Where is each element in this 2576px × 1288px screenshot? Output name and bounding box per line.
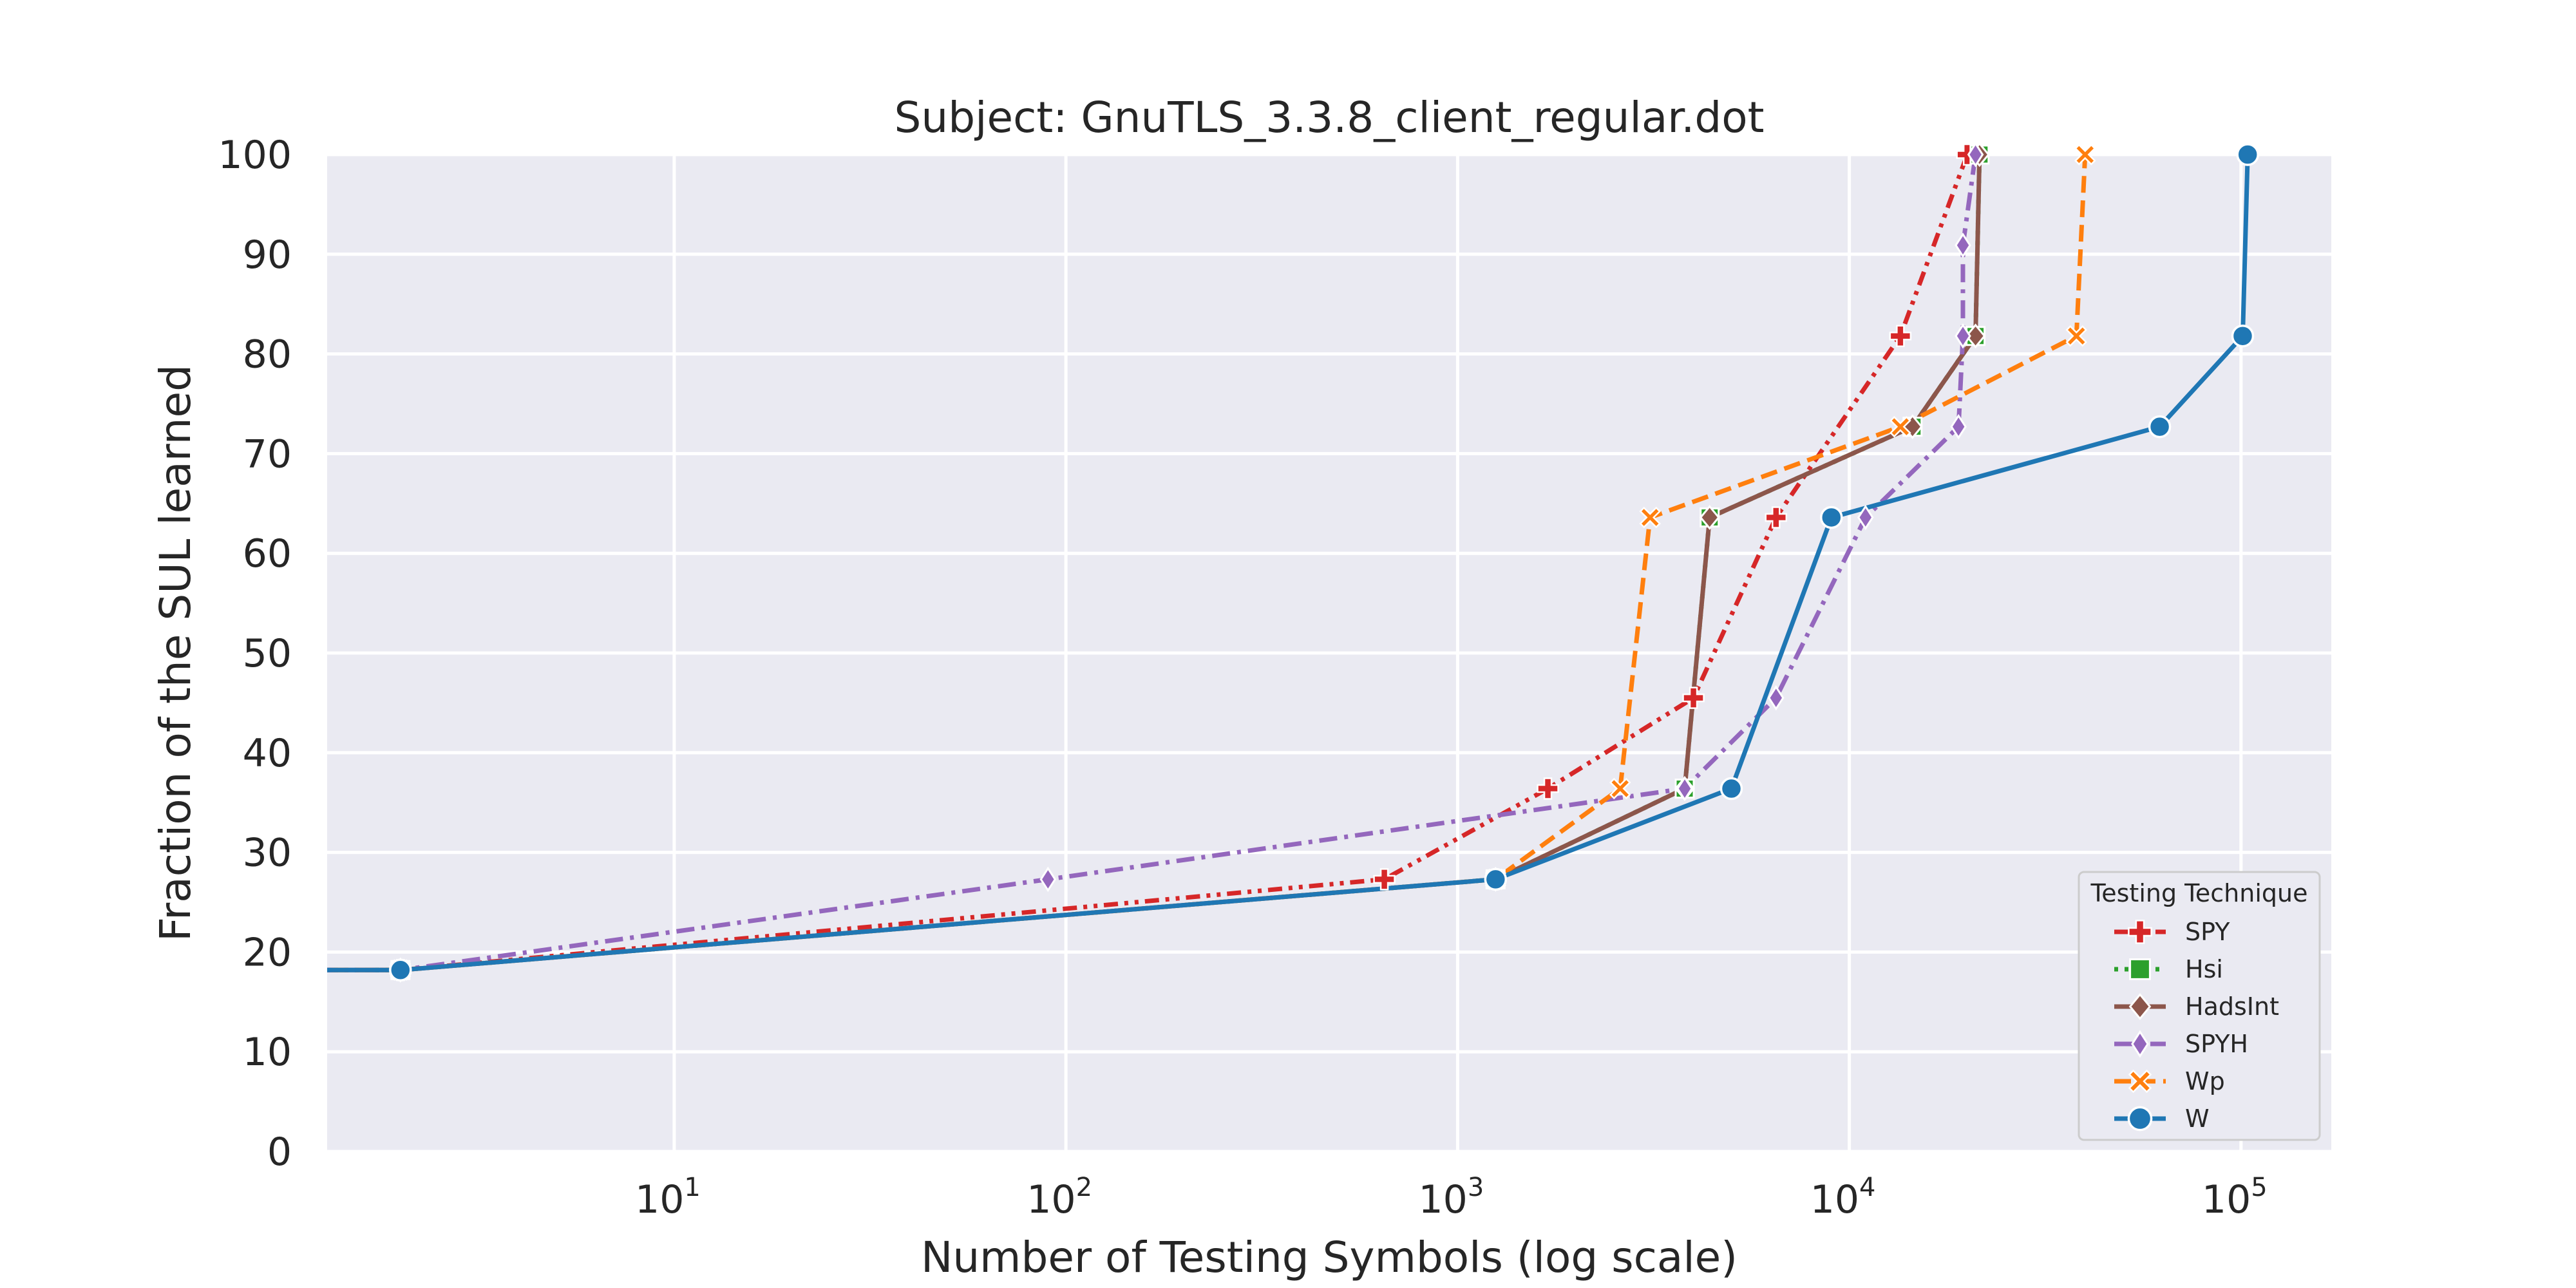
legend-item-hadsint: HadsInt <box>2114 992 2279 1021</box>
data-point-wp <box>1609 777 1631 800</box>
data-point-w <box>2236 143 2259 166</box>
data-point-spy <box>1537 777 1559 800</box>
legend-marker <box>2129 958 2151 980</box>
data-point-hadsint <box>1965 323 1986 349</box>
data-point-wp <box>2065 325 2088 347</box>
legend-title: Testing Technique <box>2090 879 2307 907</box>
legend-marker <box>2128 992 2152 1021</box>
y-tick-label: 50 <box>243 631 292 676</box>
data-point-spy <box>1765 506 1788 529</box>
x-axis-ticks: 101 102 103 104 105 <box>635 1173 2268 1222</box>
data-point-w <box>1484 867 1508 891</box>
data-point-spyh <box>1955 323 1971 349</box>
y-tick-label: 40 <box>243 731 292 776</box>
legend-marker <box>2128 920 2152 944</box>
data-point-w <box>389 958 412 982</box>
y-tick-label: 20 <box>243 930 292 975</box>
y-tick-label: 0 <box>267 1130 292 1175</box>
legend-label: Hsi <box>2185 955 2223 983</box>
data-point-w <box>2231 324 2255 348</box>
x-tick-label: 105 <box>2202 1173 2268 1222</box>
legend-label: SPYH <box>2185 1030 2248 1058</box>
data-point-spyh <box>1676 775 1693 802</box>
y-axis-label: Fraction of the SUL learned <box>151 365 200 942</box>
legend-label: SPY <box>2185 918 2230 946</box>
y-tick-label: 70 <box>243 431 292 477</box>
legend-item-spy: SPY <box>2114 918 2230 946</box>
data-point-spyh <box>1039 866 1057 893</box>
x-axis-label: Number of Testing Symbols (log scale) <box>921 1233 1738 1282</box>
data-point-spyh <box>1950 413 1967 440</box>
data-point-w <box>1820 506 1843 529</box>
legend-item-hsi: Hsi <box>2114 955 2223 983</box>
marker-layer <box>389 142 2259 983</box>
data-point-wp <box>1889 415 1911 438</box>
x-tick-label: 102 <box>1027 1173 1092 1222</box>
grid-lines <box>327 153 2331 1153</box>
data-point-spyh <box>1768 685 1785 711</box>
data-point-spy <box>1889 325 1912 347</box>
legend: Testing Technique SPY Hsi HadsInt SPYH Wp W <box>2078 871 2321 1141</box>
legend-marker <box>2128 1069 2152 1094</box>
series-line-spyh <box>327 155 1978 972</box>
y-tick-label: 90 <box>243 232 292 278</box>
data-point-w <box>2148 415 2172 439</box>
data-point-wp <box>1639 506 1662 529</box>
legend-item-w: W <box>2114 1104 2210 1133</box>
legend-label: Wp <box>2185 1067 2225 1095</box>
y-axis-ticks: 0 10 20 30 40 50 60 70 80 90 100 <box>218 133 292 1175</box>
data-point-hadsint <box>1699 505 1720 530</box>
data-point-spyh <box>1955 232 1971 258</box>
x-tick-label: 103 <box>1418 1173 1484 1222</box>
y-tick-label: 60 <box>243 531 292 576</box>
x-tick-label: 101 <box>635 1173 701 1222</box>
legend-item-wp: Wp <box>2114 1067 2225 1095</box>
y-tick-label: 100 <box>218 133 292 178</box>
legend-label: W <box>2185 1104 2210 1133</box>
legend-marker <box>2131 1030 2149 1058</box>
series-layer <box>327 155 2250 972</box>
legend-marker <box>2127 1106 2153 1132</box>
legend-label: HadsInt <box>2185 992 2279 1021</box>
series-line-w <box>327 155 2250 972</box>
data-point-spyh <box>1857 504 1874 531</box>
series-line-spy <box>327 155 1969 972</box>
x-tick-label: 104 <box>1810 1173 1876 1222</box>
y-tick-label: 80 <box>243 332 292 377</box>
y-tick-label: 30 <box>243 831 292 876</box>
data-point-spy <box>1682 687 1705 709</box>
chart-title: Subject: GnuTLS_3.3.8_client_regular.dot <box>895 93 1765 142</box>
data-point-wp <box>2074 144 2096 166</box>
data-point-spyh <box>1967 142 1984 167</box>
y-tick-label: 10 <box>243 1030 292 1075</box>
data-point-w <box>1719 777 1743 800</box>
data-point-spy <box>1373 868 1396 891</box>
legend-item-spyh: SPYH <box>2114 1030 2248 1058</box>
